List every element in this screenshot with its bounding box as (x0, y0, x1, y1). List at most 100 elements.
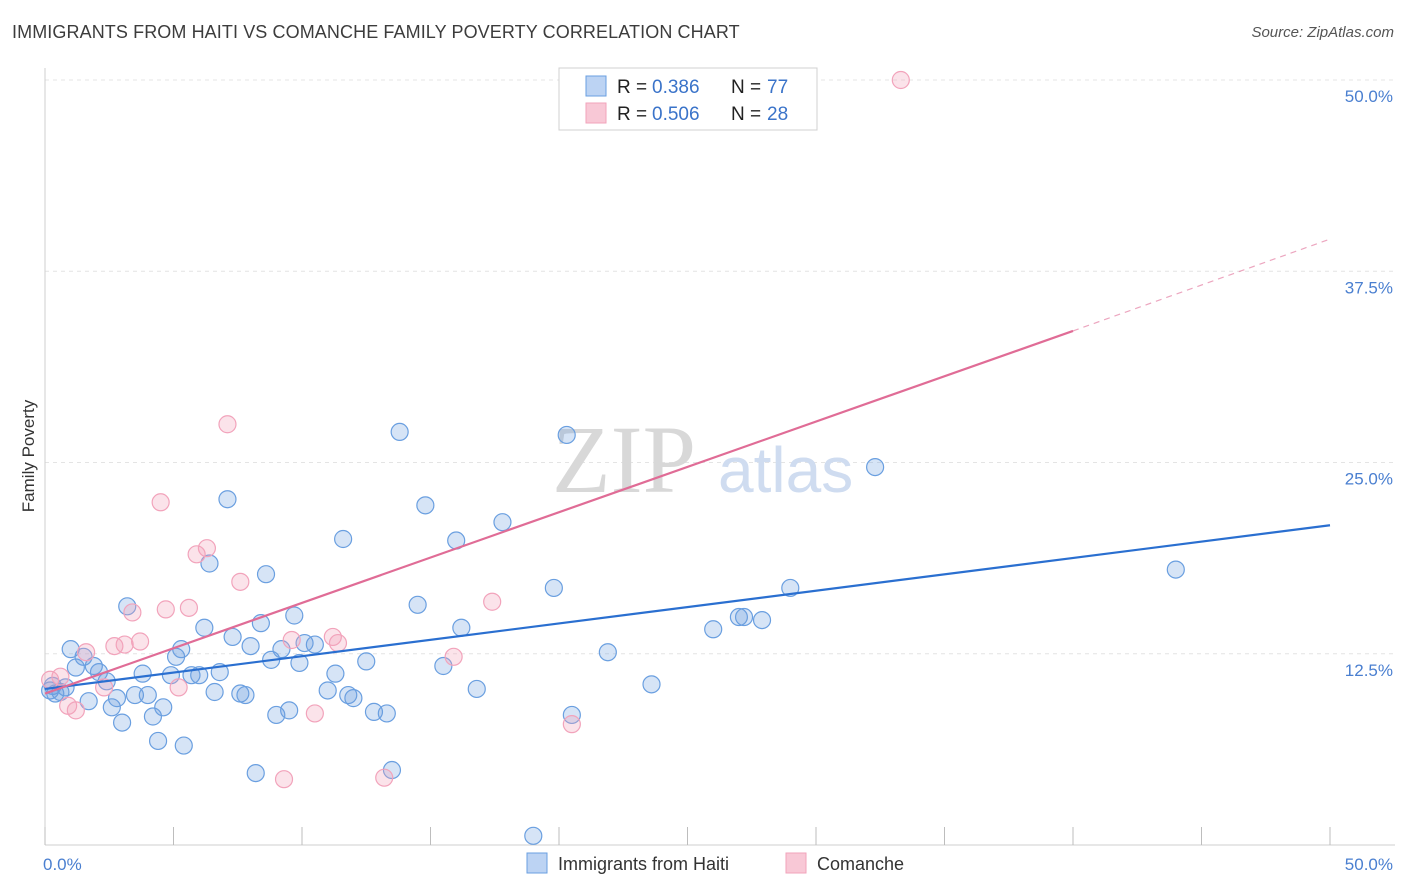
haiti-point (339, 685, 358, 705)
comanche-point (130, 632, 150, 651)
comanche-point (151, 493, 170, 512)
comanche-point (483, 592, 502, 611)
haiti-point (524, 826, 543, 845)
haiti-point (290, 653, 309, 673)
haiti-point (562, 705, 581, 725)
haiti-point (174, 736, 193, 755)
haiti-point (246, 763, 265, 783)
haiti-point (866, 457, 885, 477)
comanche-point (51, 667, 70, 686)
comanche-point (218, 415, 237, 434)
comanche-point (375, 768, 394, 787)
haiti-point (493, 513, 512, 532)
haiti-point (598, 643, 617, 662)
comanche-point (187, 545, 206, 564)
haiti-point (256, 565, 276, 584)
haiti-point (544, 578, 563, 598)
comanche-point (891, 70, 910, 90)
comanche-point (156, 600, 175, 619)
comanche-point (169, 678, 188, 697)
watermark-zip: ZIP (552, 406, 696, 513)
legend-r-value-1: 0.386 (652, 77, 700, 98)
trend-lines (44, 238, 1331, 695)
legend-n-label-1: N = (731, 77, 761, 98)
watermark-atlas: atlas (718, 434, 853, 506)
comanche-trend-extension (1072, 238, 1331, 332)
haiti-point (357, 652, 376, 671)
haiti-point (148, 731, 168, 751)
haiti-point (729, 607, 749, 627)
y-tick-label: 37.5% (1345, 278, 1393, 297)
haiti-point (200, 554, 219, 573)
comanche-point (282, 630, 301, 650)
haiti-point (195, 618, 214, 637)
legend-n-value-2: 28 (767, 104, 788, 125)
haiti-point (154, 698, 173, 717)
x-tick-label-min: 0.0% (43, 855, 82, 874)
haiti-point (642, 675, 661, 694)
comanche-point (231, 572, 250, 591)
bottom-legend-label-comanche: Comanche (817, 854, 904, 874)
comanche-point (123, 603, 142, 622)
legend-r-label-2: R = (617, 104, 647, 125)
haiti-point (1166, 560, 1185, 579)
legend-swatch-pink (585, 102, 607, 124)
y-tick-label: 25.0% (1345, 470, 1393, 489)
bottom-legend-swatch-pink (785, 852, 807, 874)
haiti-point (326, 664, 345, 683)
haiti-point (112, 713, 132, 732)
bottom-legend-swatch-blue (526, 852, 548, 874)
comanche-point (562, 715, 581, 734)
haiti-point (377, 704, 396, 723)
comanche-point (179, 598, 199, 617)
comanche-point (66, 701, 85, 720)
haiti-point (334, 529, 353, 549)
haiti-trend-line (44, 524, 1331, 691)
source-label: Source: ZipAtlas.com (1251, 24, 1394, 41)
comanche-point (95, 678, 114, 697)
haiti-point (416, 496, 435, 515)
watermark: ZIP atlas (552, 406, 853, 513)
comanche-point (444, 647, 463, 666)
x-tick-label-max: 50.0% (1345, 855, 1393, 874)
legend-n-value-1: 77 (767, 77, 788, 98)
chart-title: IMMIGRANTS FROM HAITI VS COMANCHE FAMILY… (12, 22, 740, 42)
haiti-point (408, 595, 427, 614)
haiti-point (704, 620, 723, 639)
legend-n-label-2: N = (731, 104, 761, 125)
haiti-point (734, 607, 754, 627)
data-points (41, 70, 1185, 845)
bottom-legend: Immigrants from Haiti Comanche (526, 852, 904, 874)
haiti-point (205, 682, 224, 702)
haiti-point (305, 635, 324, 654)
legend-r-label-1: R = (617, 77, 647, 98)
haiti-point (781, 578, 800, 598)
haiti-point (557, 425, 576, 445)
haiti-point (133, 664, 152, 683)
haiti-point (752, 610, 772, 630)
haiti-point (344, 689, 363, 708)
comanche-point (77, 643, 96, 662)
comanche-point (305, 704, 324, 723)
haiti-point (107, 689, 127, 708)
legend-r-value-2: 0.506 (652, 104, 700, 125)
haiti-point (280, 701, 299, 720)
haiti-point (434, 656, 453, 676)
haiti-point (138, 685, 157, 705)
haiti-point (272, 640, 291, 659)
haiti-point (125, 685, 145, 705)
haiti-point (102, 698, 121, 717)
y-tick-label: 12.5% (1345, 661, 1393, 680)
bottom-legend-label-haiti: Immigrants from Haiti (558, 854, 729, 874)
haiti-point (452, 618, 471, 637)
legend: R = 0.386 N = 77 R = 0.506 N = 28 (558, 67, 818, 131)
haiti-point (241, 636, 260, 656)
comanche-point (328, 633, 348, 653)
haiti-point (467, 679, 486, 699)
haiti-point (285, 606, 304, 625)
haiti-point (143, 707, 163, 726)
haiti-point (218, 490, 237, 509)
axes (44, 68, 1395, 846)
haiti-point (236, 685, 255, 705)
